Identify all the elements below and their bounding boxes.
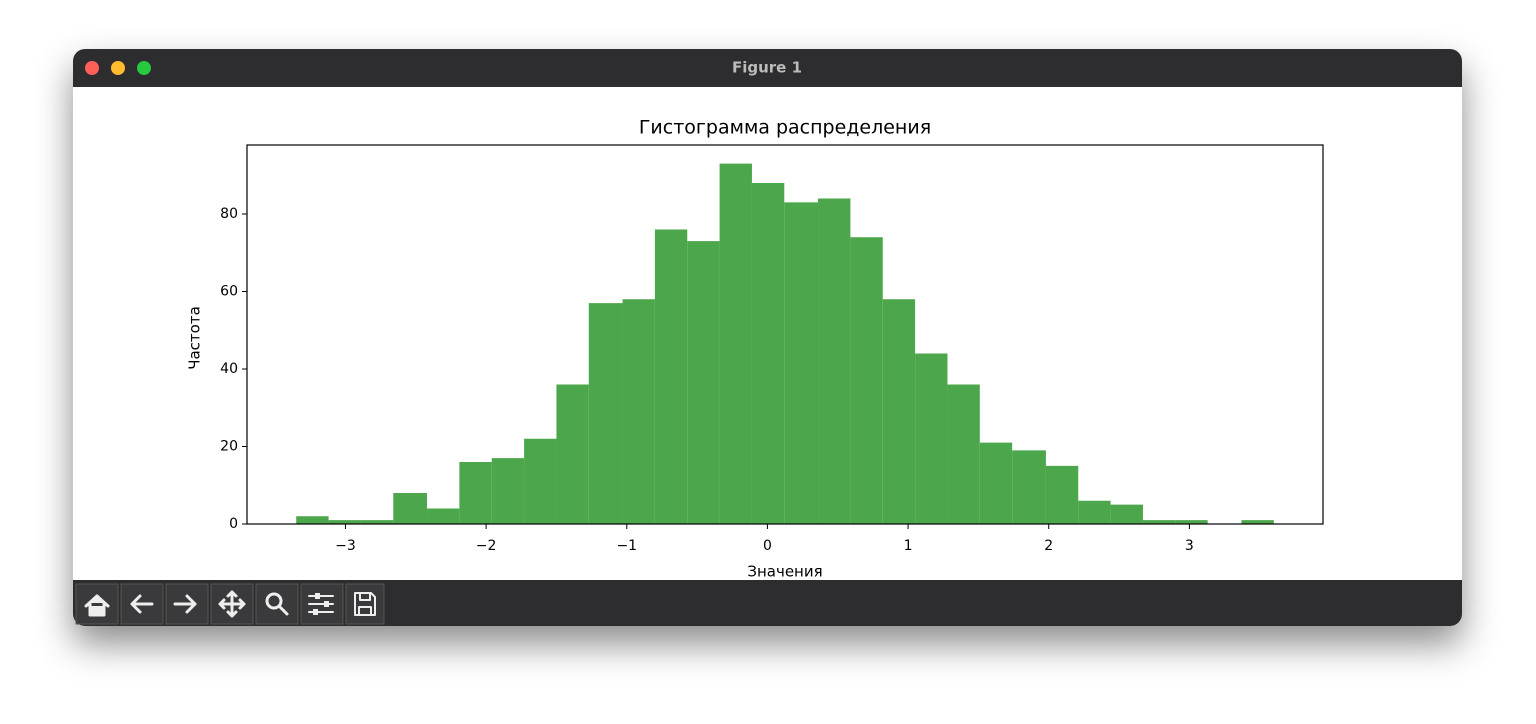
configure-button[interactable] bbox=[300, 583, 344, 625]
histogram-bar bbox=[719, 163, 752, 524]
zoom-button[interactable] bbox=[137, 61, 151, 75]
histogram-bar bbox=[687, 241, 720, 525]
histogram-bar bbox=[1078, 500, 1111, 524]
histogram-bar bbox=[588, 303, 623, 524]
title-bar bbox=[73, 49, 1462, 87]
save-button[interactable] bbox=[345, 583, 385, 625]
histogram-bar bbox=[1241, 520, 1274, 524]
home-button[interactable] bbox=[75, 583, 119, 625]
chart: Гистограмма распределения Значения Часто… bbox=[186, 117, 1324, 581]
histogram-bar bbox=[1045, 465, 1079, 524]
histogram-bar bbox=[459, 461, 492, 524]
histogram-bar bbox=[1175, 520, 1208, 524]
histogram-bar bbox=[360, 520, 394, 524]
minimize-button[interactable] bbox=[111, 61, 125, 75]
histogram-bar bbox=[328, 520, 361, 524]
histogram-bar bbox=[556, 384, 589, 524]
x-tick-label: 3 bbox=[1185, 538, 1194, 554]
y-tick-label: 20 bbox=[220, 438, 238, 454]
x-tick-label: −1 bbox=[616, 538, 637, 554]
y-tick-label: 0 bbox=[229, 516, 238, 532]
histogram-bar bbox=[296, 516, 329, 524]
histogram-bar bbox=[524, 438, 557, 524]
histogram-bar bbox=[818, 198, 851, 525]
histogram-bar bbox=[1110, 504, 1143, 524]
histogram-bar bbox=[427, 508, 460, 524]
forward-button[interactable] bbox=[165, 583, 209, 625]
x-tick-label: 0 bbox=[763, 538, 772, 554]
histogram-bar bbox=[882, 299, 916, 524]
histogram-bar bbox=[784, 202, 819, 524]
chart-title: Гистограмма распределения bbox=[639, 117, 931, 139]
x-tick-label: −2 bbox=[476, 538, 497, 554]
histogram-bar bbox=[393, 492, 428, 524]
zoom-tool-button[interactable] bbox=[255, 583, 299, 625]
y-axis-label: Частота bbox=[186, 306, 204, 370]
y-tick-label: 60 bbox=[220, 283, 238, 299]
histogram-bar bbox=[654, 229, 688, 524]
window-title: Figure 1 bbox=[732, 59, 802, 77]
toolbar-buttons bbox=[75, 583, 385, 625]
x-tick-label: 1 bbox=[904, 538, 913, 554]
histogram-bar bbox=[850, 237, 883, 524]
close-button[interactable] bbox=[85, 61, 99, 75]
histogram-bar bbox=[1012, 450, 1046, 524]
histogram-bar bbox=[622, 299, 655, 524]
histogram-bar bbox=[915, 353, 948, 524]
y-tick-label: 40 bbox=[220, 361, 238, 377]
x-tick-label: 2 bbox=[1044, 538, 1053, 554]
plot-frame bbox=[246, 144, 1324, 525]
histogram-bar bbox=[491, 458, 525, 524]
histogram-bar bbox=[751, 182, 785, 524]
histogram-bar bbox=[1142, 520, 1176, 524]
x-axis-label: Значения bbox=[747, 563, 822, 581]
y-tick-label: 80 bbox=[220, 206, 238, 222]
x-tick-label: −3 bbox=[335, 538, 356, 554]
histogram-bar bbox=[947, 384, 980, 524]
back-button[interactable] bbox=[120, 583, 164, 625]
histogram-bar bbox=[979, 442, 1013, 524]
pan-button[interactable] bbox=[210, 583, 254, 625]
